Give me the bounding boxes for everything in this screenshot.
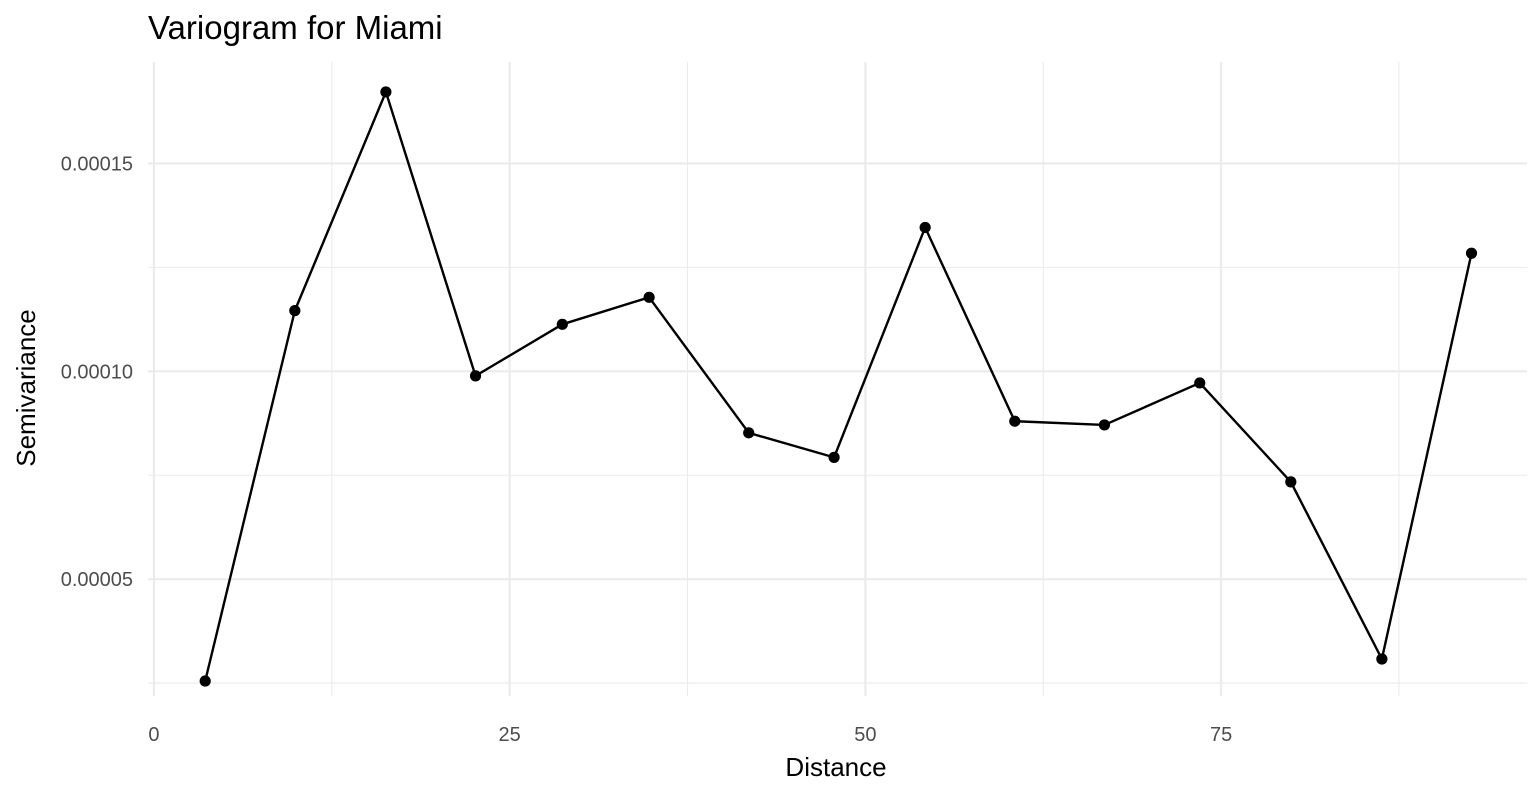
y-axis-tick-labels: 0.00005 0.00010 0.00015	[61, 153, 133, 591]
x-tick-label: 25	[499, 724, 521, 746]
x-tick-label: 0	[148, 724, 159, 746]
data-point	[643, 291, 655, 303]
data-point	[556, 318, 568, 330]
y-tick-label: 0.00015	[61, 153, 133, 175]
data-point	[1194, 377, 1206, 389]
chart-title: Variogram for Miami	[148, 9, 443, 46]
x-tick-label: 75	[1210, 724, 1232, 746]
data-point	[919, 221, 931, 234]
series-line-group	[204, 90, 1473, 682]
series-points-group	[199, 86, 1478, 687]
data-point	[1285, 476, 1297, 488]
major-grid	[148, 62, 1527, 696]
data-point	[828, 451, 840, 463]
data-point	[380, 86, 392, 98]
data-point	[469, 370, 482, 382]
x-tick-label: 50	[854, 724, 876, 746]
x-axis-tick-labels: 0 25 50 75	[148, 724, 1232, 746]
series-line	[204, 90, 1473, 682]
x-axis-title: Distance	[785, 752, 886, 782]
data-point	[1465, 247, 1478, 259]
y-tick-label: 0.00005	[61, 569, 133, 591]
data-point	[199, 675, 211, 687]
y-axis-title: Semivariance	[11, 309, 41, 467]
data-point	[289, 305, 301, 317]
y-tick-label: 0.00010	[61, 361, 133, 383]
minor-grid	[148, 62, 1527, 696]
data-point	[1098, 419, 1111, 431]
data-point	[1009, 415, 1021, 427]
data-point	[743, 427, 755, 439]
data-point	[1376, 653, 1388, 665]
